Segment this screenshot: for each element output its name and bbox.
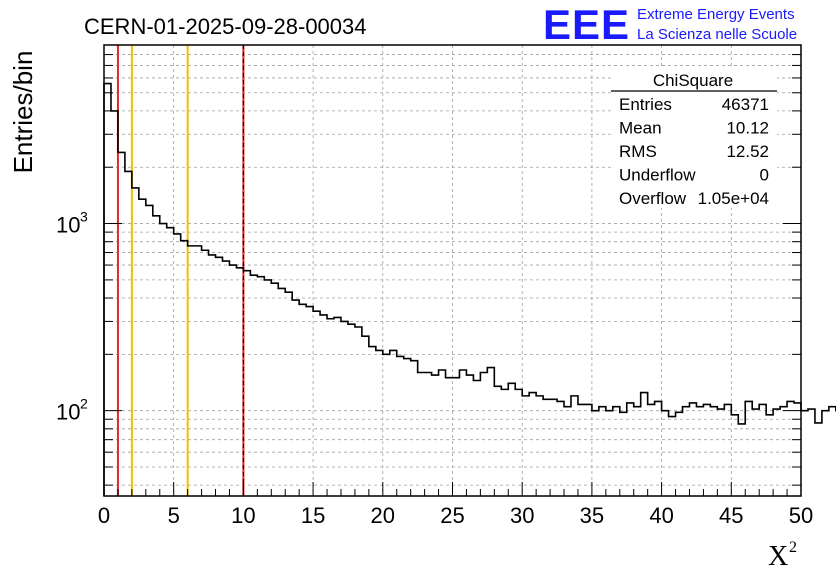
y-axis-title: Entries/bin	[8, 51, 38, 174]
stats-value: 10.12	[726, 119, 769, 138]
x-axis-title-base: X	[768, 541, 788, 572]
x-tick-label: 35	[580, 503, 604, 528]
run-title: CERN-01-2025-09-28-00034	[84, 14, 367, 39]
y-tick-label-base: 10	[56, 213, 80, 238]
stats-title: ChiSquare	[653, 71, 733, 90]
logo-line2: La Scienza nelle Scuole	[637, 26, 797, 43]
stats-rows: Entries 46371 Mean 10.12 RMS 12.52 Underflow 0 O…	[619, 95, 769, 208]
x-tick-label: 25	[440, 503, 464, 528]
logo-mark: EEE	[543, 1, 630, 48]
x-tick-label: 20	[371, 503, 395, 528]
x-tick-label: 45	[719, 503, 743, 528]
x-tick-label: 30	[510, 503, 534, 528]
x-tick-label: 5	[168, 503, 180, 528]
stats-value: 1.05e+04	[698, 189, 769, 208]
y-tick-label: 10 3	[56, 209, 88, 238]
x-tick-label: 0	[98, 503, 110, 528]
stats-label: Underflow	[619, 166, 696, 185]
grid-lines	[104, 44, 801, 496]
eee-logo: EEE Extreme Energy Events La Scienza nel…	[543, 1, 797, 48]
stats-label: Entries	[619, 95, 672, 114]
stats-value: 0	[760, 166, 769, 185]
reference-lines	[116, 45, 245, 496]
y-tick-label-base: 10	[56, 400, 80, 425]
stats-label: Overflow	[619, 189, 687, 208]
stats-value: 12.52	[726, 142, 769, 161]
x-tick-label: 50	[789, 503, 813, 528]
y-tick-label-exp: 3	[80, 209, 88, 225]
stats-value: 46371	[722, 95, 769, 114]
x-tick-label: 40	[649, 503, 673, 528]
y-tick-label-exp: 2	[80, 396, 88, 412]
x-tick-labels: 0 5 10 15 20 25 30 35 40 45 50	[98, 503, 813, 528]
x-tick-label: 10	[231, 503, 255, 528]
plot-frame	[103, 44, 802, 497]
stats-label: RMS	[619, 142, 657, 161]
x-axis-title-sup: 2	[789, 539, 797, 556]
x-tick-label: 15	[301, 503, 325, 528]
y-tick-label: 10 2	[56, 396, 88, 425]
stats-label: Mean	[619, 119, 662, 138]
x-axis-title: X 2	[768, 539, 797, 572]
logo-line1: Extreme Energy Events	[637, 6, 795, 23]
stats-box: ChiSquare Entries 46371 Mean 10.12 RMS 12.52 U…	[611, 68, 777, 208]
